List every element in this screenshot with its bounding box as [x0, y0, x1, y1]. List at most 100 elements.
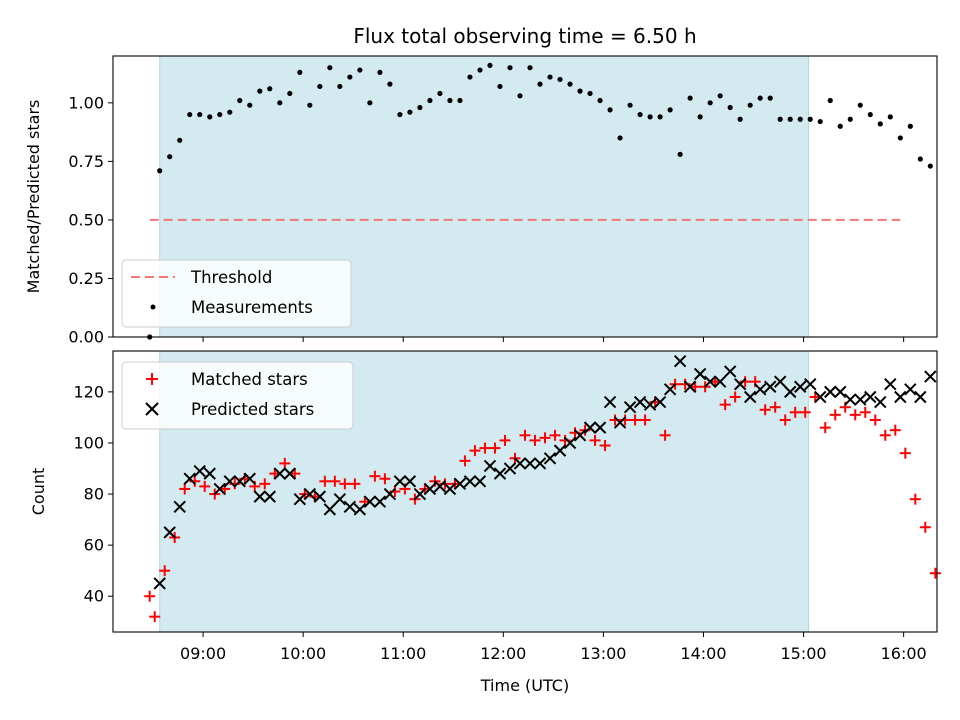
measurement-point: [607, 107, 613, 113]
predicted-star-point: [844, 393, 857, 406]
measurement-point: [517, 93, 523, 99]
predicted-star-point: [804, 378, 817, 391]
matched-star-point: [489, 442, 501, 454]
matched-star-point: [779, 414, 791, 426]
matched-star-point: [499, 434, 511, 446]
measurements-series: [147, 62, 933, 340]
bottom-legend-box: [121, 361, 354, 430]
matched-star-point: [869, 414, 881, 426]
measurement-point: [257, 88, 263, 94]
y-tick-label: 120: [73, 382, 104, 401]
predicted-star-point: [663, 383, 677, 396]
predicted-star-point: [573, 429, 587, 442]
measurement-point: [427, 97, 433, 104]
y-tick-label: 60: [84, 536, 104, 555]
predicted-star-point: [293, 492, 307, 506]
measurement-point: [697, 114, 703, 120]
y-tick-label: 0.50: [68, 210, 104, 229]
measurement-point: [767, 95, 773, 101]
matched-star-point: [144, 590, 156, 602]
measurement-point: [577, 88, 583, 94]
measurement-point: [487, 62, 493, 68]
predicted-star-point: [153, 577, 166, 590]
predicted-star-point: [794, 380, 807, 393]
predicted-star-point: [683, 380, 697, 393]
measurement-point: [167, 154, 173, 160]
matched-star-point: [259, 478, 271, 490]
measurement-point: [737, 116, 743, 122]
measurement-point: [687, 95, 693, 101]
measurement-point: [317, 83, 323, 90]
measurement-point: [897, 135, 903, 141]
measurement-point: [337, 83, 343, 90]
measurement-point: [187, 111, 193, 118]
top-axes-frame: [112, 55, 938, 338]
measurement-point: [287, 90, 293, 97]
predicted-star-point: [583, 421, 597, 434]
x-tick-label: 15:00: [781, 644, 827, 663]
matched-star-point: [769, 401, 781, 413]
predicted-star-point: [703, 375, 717, 388]
measurement-point: [547, 74, 553, 80]
matched-star-point: [149, 611, 161, 623]
measurement-point: [277, 100, 283, 106]
bottom-legend: Matched stars Predicted stars: [121, 361, 354, 430]
measurement-point: [367, 100, 373, 106]
matched-star-point: [799, 406, 811, 418]
predicted-star-point: [223, 475, 236, 488]
measurement-point: [787, 116, 793, 122]
predicted-star-point: [443, 482, 457, 496]
predicted-star-point: [343, 500, 357, 514]
measurement-point: [387, 81, 393, 87]
measurement-point: [507, 65, 513, 71]
measurement-point: [657, 114, 663, 120]
predicted-star-point: [423, 482, 437, 496]
predicted-star-point: [864, 390, 877, 404]
measurement-point: [307, 102, 313, 108]
matched-star-point: [369, 470, 381, 482]
predicted-star-point: [513, 457, 527, 470]
matched-star-point: [729, 391, 741, 403]
measurement-point: [927, 163, 933, 169]
measurement-point: [637, 111, 643, 118]
measurement-point: [177, 137, 183, 143]
measurement-point: [797, 116, 803, 122]
predicted-star-point: [773, 375, 787, 388]
measurement-point: [217, 111, 223, 118]
predicted-star-point: [353, 503, 367, 516]
predicted-star-point: [884, 378, 897, 391]
x-tick-label: 14:00: [680, 644, 726, 663]
bottom-panel: 40 60 80 100 120 09:00 10:00 11:00 12:00 13:00 14…: [29, 350, 941, 695]
measurement-point: [847, 116, 853, 122]
y-tick-label: 0.00: [68, 328, 104, 347]
predicted-star-point: [213, 482, 226, 496]
predicted-star-point: [814, 390, 827, 404]
measurement-point: [237, 97, 243, 104]
legend-matched-swatch: [146, 373, 158, 385]
predicted-star-point: [603, 395, 617, 409]
matched-star-point: [469, 445, 481, 457]
predicted-star-point: [273, 467, 287, 480]
x-tick-label: 12:00: [480, 644, 526, 663]
predicted-star-point: [743, 390, 757, 404]
x-tick-label: 10:00: [280, 644, 326, 663]
predicted-star-point: [713, 375, 727, 388]
predicted-star-point: [613, 416, 627, 429]
measurement-point: [717, 93, 723, 99]
measurement-point: [707, 100, 713, 106]
matched-star-point: [599, 440, 611, 452]
predicted-star-point: [173, 500, 186, 514]
measurement-point: [907, 123, 913, 129]
matched-star-point: [329, 475, 341, 487]
top-legend: Threshold Measurements: [121, 259, 352, 328]
measurement-point: [627, 102, 633, 108]
measurement-point: [887, 114, 893, 120]
predicted-star-point: [904, 383, 917, 396]
measurement-point: [417, 104, 423, 111]
measurement-point: [757, 95, 763, 101]
top-panel: Flux total observing time = 6.50 h 0.000…: [24, 24, 938, 347]
measurement-point: [877, 121, 883, 127]
matched-star-point: [589, 434, 601, 446]
bottom-axes-frame: [112, 350, 938, 633]
